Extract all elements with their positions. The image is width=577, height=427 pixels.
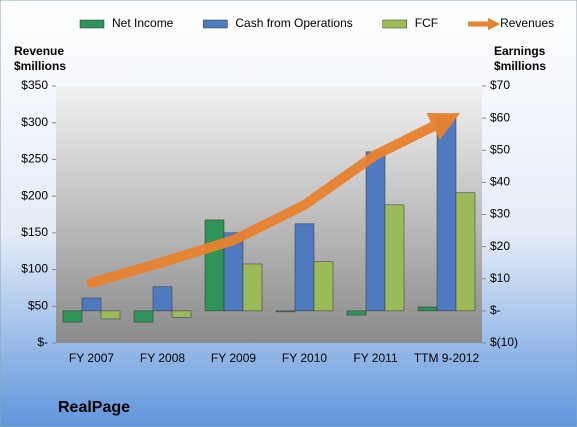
legend-swatch xyxy=(79,19,105,29)
bar xyxy=(62,310,83,323)
y2-tick-label: $20 xyxy=(490,239,510,253)
bar xyxy=(313,261,334,312)
line xyxy=(86,113,460,288)
bar xyxy=(81,297,102,312)
bar xyxy=(204,219,225,312)
y2-axis-label: Earnings xyxy=(494,44,546,58)
legend-swatch xyxy=(382,19,407,29)
chart-title: RealPage xyxy=(58,399,130,416)
y-tick-label: $50 xyxy=(28,298,48,312)
bar xyxy=(365,151,386,312)
bar xyxy=(346,310,367,316)
y2-tick-label: $30 xyxy=(490,207,510,221)
y2-tick-label: $40 xyxy=(490,175,510,189)
y2-tick-label: $60 xyxy=(490,110,510,124)
bar xyxy=(133,310,154,323)
y2-tick-label: $10 xyxy=(490,271,510,285)
legend-label: Cash from Operations xyxy=(235,16,352,30)
y-axis-label: Revenue xyxy=(14,44,64,58)
legend-label: Revenues xyxy=(500,16,554,30)
legend-swatch xyxy=(203,19,228,29)
y-tick-label: $300 xyxy=(21,115,48,129)
bar xyxy=(275,310,296,313)
y2-tick-label: $70 xyxy=(490,78,510,92)
x-tick-label: FY 2009 xyxy=(211,351,256,365)
y2-tick-label: $(10) xyxy=(490,335,518,349)
legend-label: Net Income xyxy=(112,16,174,30)
y-tick-label: $150 xyxy=(21,225,48,239)
y2-axis-label: $millions xyxy=(494,59,546,73)
bar xyxy=(294,223,315,312)
bar xyxy=(242,263,263,312)
y-tick-label: $350 xyxy=(21,78,48,92)
y-tick-label: $200 xyxy=(21,188,48,202)
bar xyxy=(436,115,457,312)
bar xyxy=(384,204,405,312)
bar xyxy=(417,306,438,312)
y-tick-label: $250 xyxy=(21,152,48,166)
plot-area xyxy=(56,86,482,343)
x-tick-label: TTM 9-2012 xyxy=(414,351,480,365)
y-tick-label: $100 xyxy=(21,262,48,276)
bar xyxy=(152,286,173,312)
y-tick-label: $- xyxy=(37,335,48,349)
x-tick-label: FY 2011 xyxy=(353,351,398,365)
y2-tick-label: $50 xyxy=(490,142,510,156)
y2-tick-label: $- xyxy=(490,303,501,317)
x-tick-label: FY 2008 xyxy=(140,351,185,365)
y-axis-label: $millions xyxy=(14,59,66,73)
bar xyxy=(100,310,121,320)
bar xyxy=(455,192,476,312)
x-tick-label: FY 2007 xyxy=(69,351,114,365)
legend-label: FCF xyxy=(415,16,438,30)
bar xyxy=(171,310,192,318)
x-tick-label: FY 2010 xyxy=(282,351,327,365)
